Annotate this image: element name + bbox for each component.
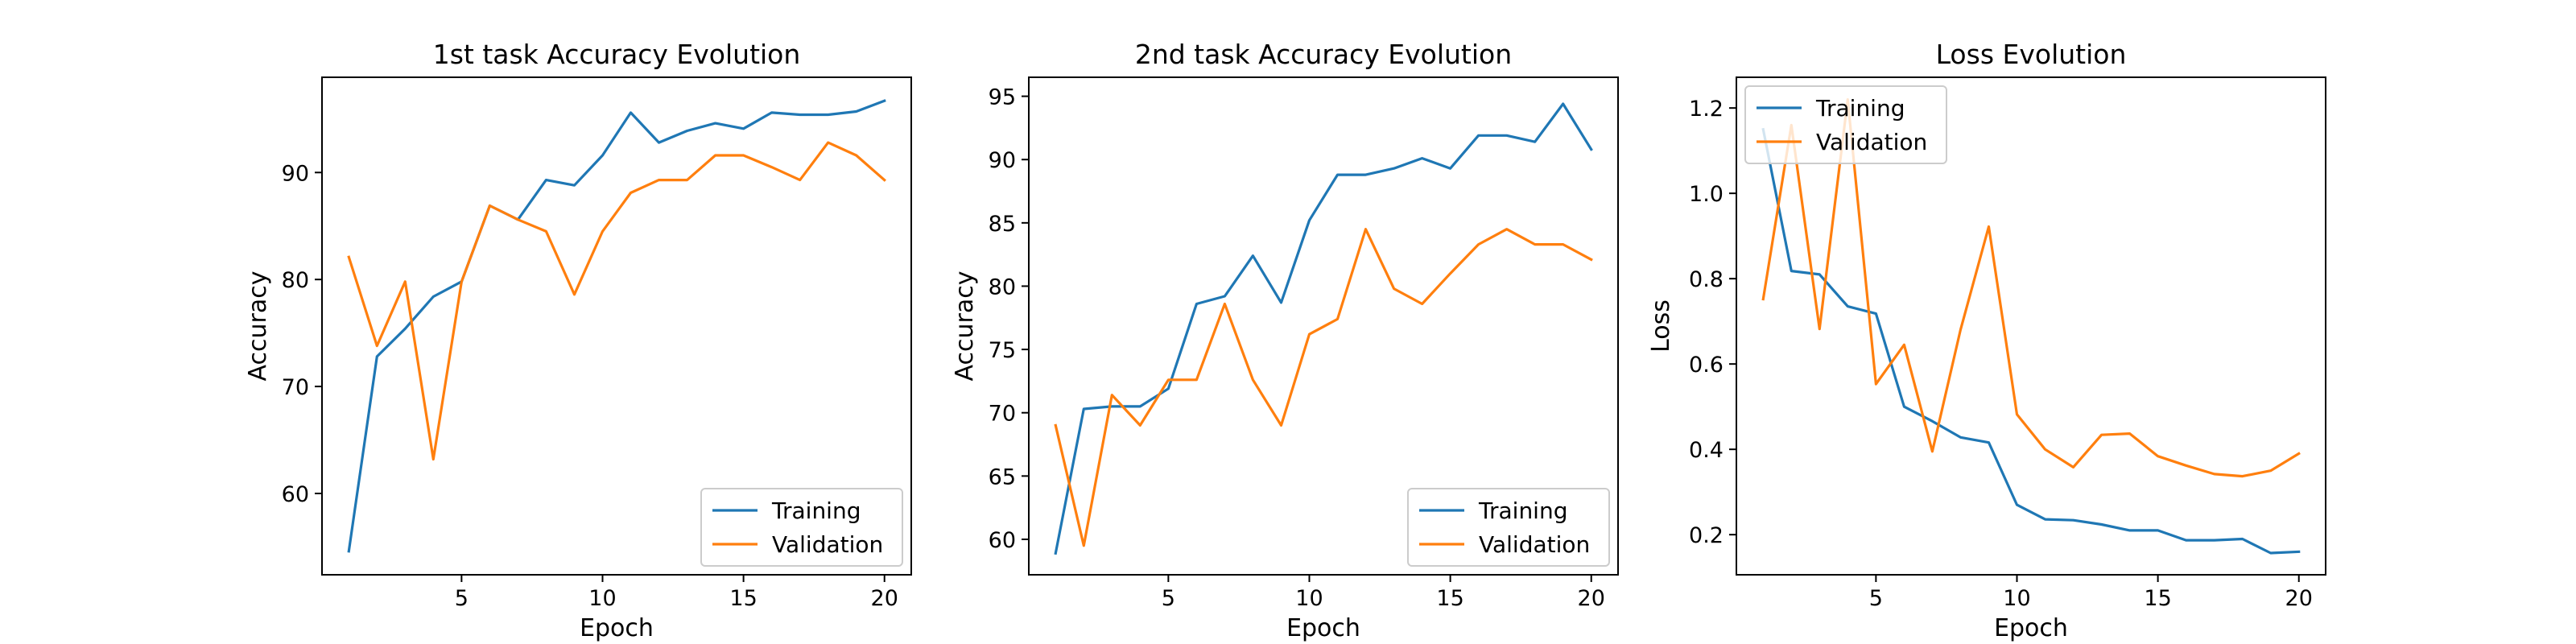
y-tick-label: 75 bbox=[989, 338, 1016, 363]
y-tick-label: 80 bbox=[282, 268, 309, 293]
y-tick-label: 1.0 bbox=[1689, 182, 1724, 207]
chart-panel-2: 5 10 15 20 60 65 70 75 80 85 90 95 2nd task Accuracy… bbox=[951, 39, 1619, 642]
legend-label-validation: Validation bbox=[1479, 531, 1590, 558]
x-tick-label: 5 bbox=[455, 586, 469, 611]
y-axis-label: Accuracy bbox=[951, 271, 979, 382]
x-axis-label: Epoch bbox=[1994, 614, 2068, 642]
y-tick-label: 0.8 bbox=[1689, 267, 1724, 292]
y-tick-label: 70 bbox=[282, 375, 309, 400]
legend: Training Validation bbox=[1407, 488, 1610, 567]
x-axis-label: Epoch bbox=[1286, 614, 1360, 642]
y-tick-label: 80 bbox=[989, 275, 1016, 299]
y-tick-label: 90 bbox=[282, 161, 309, 186]
x-tick-label: 5 bbox=[1869, 586, 1883, 611]
legend-label-validation: Validation bbox=[1816, 129, 1927, 155]
x-tick-label: 10 bbox=[588, 586, 616, 611]
legend: Training Validation bbox=[1744, 85, 1947, 164]
chart-panel-1: 5 10 15 20 60 70 80 90 1st task Accuracy Evoluti… bbox=[244, 39, 912, 642]
chart-panel-3: 5 10 15 20 0.2 0.4 0.6 0.8 1.0 1.2 Loss Evolution E… bbox=[1647, 39, 2326, 642]
series-line-validation bbox=[1054, 228, 1593, 547]
y-axis-label: Loss bbox=[1647, 299, 1675, 353]
series-line-validation bbox=[347, 141, 886, 461]
legend-box bbox=[1407, 488, 1610, 567]
x-tick-label: 10 bbox=[2003, 586, 2030, 611]
legend-box bbox=[700, 488, 903, 567]
y-tick-label: 85 bbox=[989, 212, 1016, 237]
legend-label-validation: Validation bbox=[772, 531, 883, 558]
legend: Training Validation bbox=[700, 488, 903, 567]
x-tick-label: 5 bbox=[1162, 586, 1175, 611]
y-tick-label: 0.6 bbox=[1689, 353, 1724, 378]
x-tick-label: 15 bbox=[729, 586, 757, 611]
plot-frame bbox=[1736, 76, 2326, 576]
series-line-training bbox=[347, 99, 886, 553]
chart-title: Loss Evolution bbox=[1936, 39, 2127, 70]
y-tick-label: 0.4 bbox=[1689, 438, 1724, 463]
y-tick-label: 1.2 bbox=[1689, 97, 1724, 122]
x-tick-label: 15 bbox=[2144, 586, 2171, 611]
x-tick-label: 20 bbox=[871, 586, 898, 611]
plot-frame bbox=[1028, 76, 1619, 576]
x-axis-label: Epoch bbox=[580, 614, 654, 642]
chart-title: 1st task Accuracy Evolution bbox=[433, 39, 801, 70]
series-line-training bbox=[1761, 127, 2301, 555]
y-tick-label: 60 bbox=[989, 528, 1016, 553]
y-tick-label: 90 bbox=[989, 148, 1016, 173]
x-tick-label: 15 bbox=[1436, 586, 1463, 611]
y-tick-label: 60 bbox=[282, 482, 309, 507]
y-tick-label: 65 bbox=[989, 464, 1016, 489]
y-tick-label: 70 bbox=[989, 402, 1016, 427]
y-tick-label: 95 bbox=[989, 85, 1016, 110]
series-line-training bbox=[1054, 102, 1593, 555]
legend-box bbox=[1744, 85, 1947, 164]
x-tick-label: 20 bbox=[2285, 586, 2313, 611]
legend-label-training: Training bbox=[1478, 497, 1567, 524]
y-tick-label: 0.2 bbox=[1689, 523, 1724, 548]
y-axis-label: Accuracy bbox=[244, 271, 272, 382]
legend-label-training: Training bbox=[771, 497, 861, 524]
chart-title: 2nd task Accuracy Evolution bbox=[1135, 39, 1512, 70]
x-tick-label: 20 bbox=[1578, 586, 1605, 611]
legend-label-training: Training bbox=[1815, 95, 1905, 122]
x-tick-label: 10 bbox=[1295, 586, 1323, 611]
plot-frame bbox=[321, 76, 912, 576]
